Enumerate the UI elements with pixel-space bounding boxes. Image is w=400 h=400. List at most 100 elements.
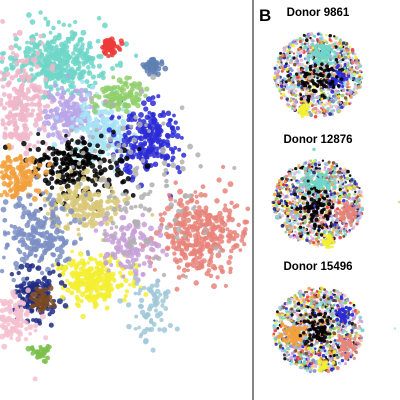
scatter-point [226, 214, 231, 220]
scatter-point [182, 192, 189, 199]
scatter-point [94, 103, 100, 109]
scatter-point [319, 102, 323, 106]
scatter-point [11, 86, 17, 92]
scatter-point [198, 209, 205, 216]
scatter-point [59, 186, 64, 191]
scatter-point [232, 230, 237, 235]
scatter-point [227, 229, 234, 236]
scatter-point [80, 29, 87, 36]
scatter-point [273, 71, 278, 76]
scatter-point [8, 110, 13, 115]
scatter-point [312, 58, 317, 63]
scatter-point [28, 147, 33, 152]
scatter-point [90, 84, 96, 90]
scatter-point [87, 271, 91, 276]
scatter-point [70, 197, 75, 203]
scatter-point [289, 59, 293, 63]
scatter-point [306, 94, 311, 99]
scatter-point [36, 208, 41, 214]
scatter-point [77, 204, 84, 211]
scatter-point [50, 113, 55, 118]
scatter-point [137, 263, 142, 268]
scatter-point [135, 102, 141, 109]
scatter-point [115, 101, 120, 106]
scatter-point [59, 92, 64, 97]
scatter-point [306, 35, 309, 39]
scatter-point [48, 30, 53, 35]
scatter-point [198, 192, 204, 198]
scatter-point [298, 47, 301, 50]
scatter-point [140, 125, 145, 131]
scatter-point [357, 73, 362, 77]
scatter-point [78, 236, 83, 241]
scatter-point [43, 345, 50, 352]
scatter-point [150, 247, 156, 253]
scatter-point [315, 102, 319, 106]
scatter-point [44, 84, 49, 89]
scatter-point [78, 87, 85, 94]
scatter-point [21, 210, 27, 216]
scatter-point [150, 347, 156, 353]
scatter-point [33, 168, 38, 173]
scatter-point [303, 45, 307, 49]
scatter-point [65, 116, 71, 122]
scatter-point [53, 162, 58, 167]
scatter-point [101, 49, 106, 54]
scatter-point [98, 292, 105, 299]
scatter-point [87, 286, 92, 291]
scatter-point [179, 135, 184, 140]
scatter-point [308, 64, 313, 69]
scatter-point [206, 263, 211, 268]
scatter-point [8, 180, 14, 186]
scatter-point [128, 205, 134, 211]
scatter-point [93, 228, 99, 233]
scatter-point [155, 65, 162, 72]
scatter-point [98, 286, 105, 292]
scatter-point [5, 101, 9, 106]
scatter-point [124, 155, 130, 162]
scatter-point [110, 153, 117, 159]
scatter-point [38, 257, 44, 262]
scatter-point [1, 301, 7, 307]
scatter-point [130, 192, 136, 198]
scatter-point [147, 123, 153, 130]
scatter-point [324, 80, 329, 84]
scatter-point [313, 34, 317, 38]
scatter-point [123, 41, 129, 47]
scatter-point [6, 322, 11, 327]
scatter-point [126, 113, 133, 119]
scatter-point [344, 51, 348, 54]
scatter-point [11, 107, 16, 112]
scatter-point [218, 228, 223, 233]
scatter-point [101, 127, 108, 134]
scatter-point [28, 112, 33, 117]
scatter-point [12, 32, 18, 38]
scatter-point [1, 92, 7, 97]
scatter-point [73, 19, 78, 25]
scatter-point [174, 235, 180, 241]
scatter-point [226, 218, 231, 223]
scatter-point [131, 262, 136, 267]
scatter-point [119, 224, 126, 231]
scatter-point [47, 145, 52, 151]
scatter-point [304, 38, 309, 43]
scatter-point [95, 287, 99, 292]
scatter-point [31, 227, 38, 234]
scatter-point [147, 263, 153, 269]
scatter-point [175, 221, 181, 227]
scatter-point [79, 93, 84, 98]
scatter-point [88, 95, 95, 102]
scatter-point [63, 167, 68, 172]
scatter-point [298, 110, 301, 114]
scatter-point [110, 114, 115, 119]
scatter-point [158, 212, 163, 217]
scatter-point [40, 41, 45, 46]
scatter-point [17, 322, 24, 328]
scatter-point [29, 263, 36, 269]
scatter-point [85, 47, 90, 52]
scatter-point [147, 110, 152, 115]
scatter-point [16, 226, 22, 232]
scatter-point [354, 52, 357, 56]
scatter-point [332, 85, 336, 89]
